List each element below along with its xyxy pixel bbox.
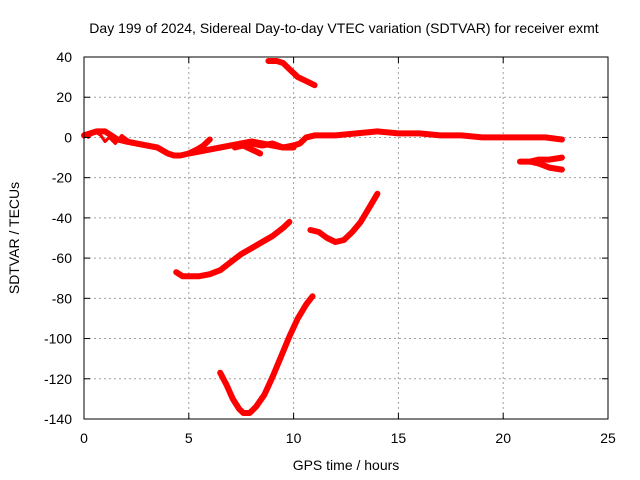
y-tick-label: -40 bbox=[52, 210, 72, 226]
series-line bbox=[231, 142, 264, 157]
tick-labels: 0 5 10 15 20 25 -140 -120 -100 -80 -60 -40 -20 0 20 40 bbox=[44, 49, 616, 446]
y-tick-label: -80 bbox=[52, 290, 72, 306]
y-tick-label: -60 bbox=[52, 250, 72, 266]
y-tick-label: 0 bbox=[64, 129, 72, 145]
x-axis-title: GPS time / hours bbox=[293, 457, 400, 473]
y-tick-label: -100 bbox=[44, 331, 72, 347]
x-tick-label: 20 bbox=[495, 430, 511, 446]
y-tick-label: 40 bbox=[56, 49, 72, 65]
series-line bbox=[86, 129, 140, 147]
plot-frame bbox=[83, 56, 609, 420]
series-line bbox=[527, 158, 565, 173]
y-tick-label: 20 bbox=[56, 89, 72, 105]
series-line bbox=[185, 136, 213, 157]
x-tick-label: 10 bbox=[286, 430, 302, 446]
y-tick-label: -120 bbox=[44, 371, 72, 387]
x-tick-label: 0 bbox=[80, 430, 88, 446]
ticks bbox=[83, 56, 609, 420]
series-line bbox=[307, 190, 381, 245]
series-line bbox=[173, 218, 293, 280]
series-line bbox=[311, 128, 565, 143]
series-line bbox=[265, 58, 318, 89]
y-tick-label: -140 bbox=[44, 411, 72, 427]
x-tick-label: 25 bbox=[600, 430, 616, 446]
series-line bbox=[517, 154, 565, 165]
series-line bbox=[248, 140, 297, 151]
y-axis-title: SDTVAR / TECUs bbox=[6, 182, 22, 294]
y-tick-label: -20 bbox=[52, 170, 72, 186]
x-tick-label: 15 bbox=[391, 430, 407, 446]
series-line bbox=[217, 293, 316, 416]
x-tick-label: 5 bbox=[185, 430, 193, 446]
chart-title: Day 199 of 2024, Sidereal Day-to-day VTE… bbox=[89, 20, 598, 36]
series-group bbox=[81, 58, 565, 416]
